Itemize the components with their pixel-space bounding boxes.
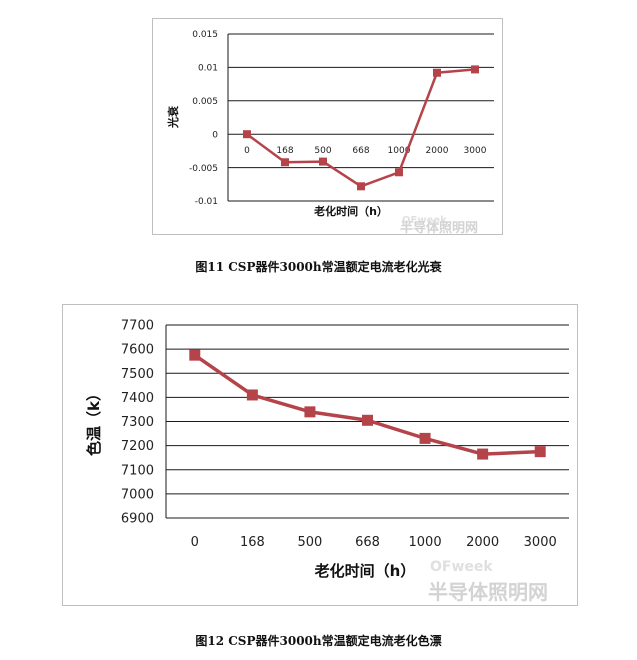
watermark-site: 半导体照明网 [400, 221, 479, 236]
data-point [395, 168, 403, 177]
x-tick-label: 500 [314, 146, 331, 156]
y-tick-label: 0.005 [192, 97, 218, 107]
y-tick-label: -0.005 [189, 164, 218, 174]
data-point [534, 446, 546, 458]
figure-12-caption: 图12 CSP器件3000h常温额定电流老化色漂 [195, 634, 442, 648]
y-tick-label: 7600 [121, 343, 154, 358]
y-tick-label: 0.015 [192, 30, 218, 40]
y-tick-label: 7200 [121, 439, 154, 454]
x-tick-label: 0 [191, 535, 199, 550]
data-point [304, 406, 316, 418]
figure-11-caption: 图11 CSP器件3000h常温额定电流老化光衰 [195, 260, 442, 274]
x-tick-label: 2000 [466, 535, 499, 550]
x-tick-label: 668 [355, 535, 380, 550]
y-tick-label: 7400 [121, 391, 154, 406]
data-point [357, 182, 365, 191]
chart-light-decay-svg: 0.015 0.01 0.005 0 -0.005 -0.01 0 168 500 668 1000… [166, 30, 494, 218]
x-tick-label: 1000 [388, 146, 411, 156]
x-tick-label: 3000 [464, 146, 487, 156]
x-tick-label: 668 [352, 146, 369, 156]
y-axis-title: 光衰 [166, 105, 180, 129]
data-point [477, 448, 489, 460]
data-point [246, 389, 258, 401]
series-line [246, 68, 476, 188]
x-tick-label: 3000 [524, 535, 557, 550]
data-point [362, 414, 373, 426]
y-tick-label: 7100 [121, 463, 154, 478]
watermark-site: 半导体照明网 [428, 580, 548, 604]
y-tick-label: 7500 [121, 367, 154, 382]
y-tick-label: 0 [212, 130, 218, 140]
data-point [471, 65, 479, 74]
x-axis-title: 老化时间（h） [314, 562, 416, 580]
data-point [189, 349, 201, 361]
x-tick-label: 500 [298, 535, 323, 550]
y-tick-label: 7700 [121, 319, 154, 334]
x-axis-title: 老化时间（h） [313, 204, 388, 218]
data-point [419, 432, 431, 444]
x-tick-label: 168 [240, 535, 265, 550]
data-point [319, 157, 327, 166]
y-tick-label: 6900 [121, 512, 154, 527]
data-point [433, 68, 441, 77]
x-tick-label: 0 [244, 146, 250, 156]
y-tick-label: 7000 [121, 487, 154, 502]
x-tick-label: 1000 [409, 535, 442, 550]
chart-color-drift-svg: 7700 7600 7500 7400 7300 7200 7100 7000 6900 0 168… [85, 319, 569, 580]
chart-light-decay: 0.015 0.01 0.005 0 -0.005 -0.01 0 168 500 668 1000… [152, 18, 503, 236]
y-axis-title: 色温（k） [85, 386, 103, 456]
y-tick-label: 7300 [121, 415, 154, 430]
watermark-brand: OFweek [402, 215, 447, 226]
watermark-brand: OFweek [430, 559, 493, 575]
x-tick-label: 2000 [426, 146, 449, 156]
series-line [193, 353, 541, 456]
data-point [243, 130, 251, 139]
chart-color-drift: 7700 7600 7500 7400 7300 7200 7100 7000 6900 0 168… [62, 304, 578, 606]
y-tick-label: 0.01 [198, 64, 218, 74]
data-point [281, 158, 289, 167]
y-tick-label: -0.01 [195, 197, 218, 207]
x-tick-label: 168 [276, 146, 293, 156]
